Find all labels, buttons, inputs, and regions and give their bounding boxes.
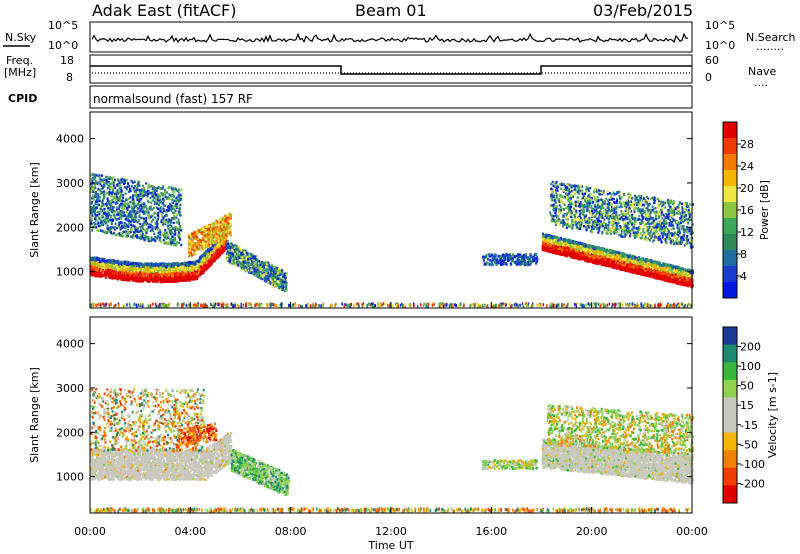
x-tick-label: 04:00 (174, 525, 206, 538)
cpid-panel-frame (89, 85, 693, 109)
colorbar-segment (723, 186, 737, 203)
freq-label-1: Freq. (6, 54, 33, 67)
nsearch-label: N.Search (746, 31, 796, 44)
colorbar-segment (723, 362, 737, 381)
y-tick-label: 2000 (56, 221, 84, 234)
colorbar-segment (723, 282, 737, 299)
colorbar-tick-label: 24 (740, 160, 754, 173)
colorbar-segment (723, 485, 737, 504)
x-tick-label: 00:00 (74, 525, 106, 538)
nsky-tick-top: 10^5 (48, 19, 78, 32)
y-tick-label: 1000 (56, 266, 84, 279)
power-ylabel: Slant Range [km] (28, 162, 41, 258)
colorbar-segment (723, 327, 737, 346)
power-colorbar (723, 122, 737, 299)
velocity-colorbar (723, 327, 737, 504)
colorbar-tick-label: -50 (740, 438, 758, 451)
velocity-heatmap (90, 388, 694, 513)
colorbar-tick-label: 12 (740, 226, 754, 239)
freq-panel-frame (89, 54, 693, 84)
nsky-tick-bottom: 10^0 (48, 39, 78, 52)
colorbar-tick-label: 16 (740, 204, 754, 217)
power-colorbar-label: Power [dB] (758, 180, 771, 240)
y-tick-label: 2000 (56, 426, 84, 439)
y-tick-label: 3000 (56, 382, 84, 395)
nsky-panel-frame (89, 21, 693, 53)
colorbar-segment (723, 344, 737, 363)
colorbar-tick-label: 8 (740, 248, 747, 261)
colorbar-tick-label: 50 (740, 380, 754, 393)
colorbar-tick-label: 100 (740, 360, 761, 373)
x-tick-label: 12:00 (375, 525, 407, 538)
velocity-ylabel: Slant Range [km] (28, 367, 41, 463)
velocity-colorbar-ticks: 200 100 50 15 -15 -50 -100 -200 (737, 341, 765, 490)
x-tick-label: 16:00 (475, 525, 507, 538)
y-tick-label: 3000 (56, 177, 84, 190)
colorbar-segment (723, 170, 737, 187)
colorbar-segment (723, 432, 737, 451)
power-heatmap (90, 173, 694, 308)
nsearch-legend-dots: ........ (756, 40, 784, 53)
colorbar-tick-label: 15 (740, 399, 754, 412)
colorbar-segment (723, 218, 737, 235)
y-tick-label: 1000 (56, 471, 84, 484)
freq-trace (90, 65, 692, 75)
colorbar-tick-label: -200 (740, 477, 765, 490)
colorbar-segment (723, 202, 737, 219)
nave-tick-top: 60 (705, 54, 719, 67)
colorbar-segment (723, 415, 737, 434)
figure-title: Adak East (fitACF) (92, 1, 236, 20)
nave-legend-dots: .... (754, 76, 768, 89)
freq-tick-top: 18 (60, 54, 74, 67)
colorbar-tick-label: 28 (740, 138, 754, 151)
colorbar-segment (723, 397, 737, 416)
nave-tick-bottom: 0 (705, 71, 712, 84)
colorbar-tick-label: 4 (740, 270, 747, 283)
colorbar-segment (723, 250, 737, 267)
time-xlabel: Time UT (367, 539, 413, 552)
colorbar-segment (723, 138, 737, 155)
y-tick-label: 4000 (56, 133, 84, 146)
velocity-colorbar-label: Velocity [m s-1] (766, 372, 779, 458)
velocity-y-axis: 1000 2000 3000 4000 (56, 338, 692, 484)
colorbar-tick-label: 200 (740, 341, 761, 354)
x-tick-label: 00:00 (676, 525, 708, 538)
beam-label: Beam 01 (355, 1, 427, 20)
nsearch-tick-bottom: 10^0 (705, 39, 735, 52)
colorbar-segment (723, 122, 737, 139)
colorbar-segment (723, 467, 737, 486)
x-tick-label: 20:00 (576, 525, 608, 538)
colorbar-tick-label: 20 (740, 182, 754, 195)
nsky-label: N.Sky (5, 31, 37, 44)
nsearch-tick-top: 10^5 (705, 19, 735, 32)
cpid-label: CPID (8, 92, 37, 105)
colorbar-tick-label: -100 (740, 458, 765, 471)
x-tick-label: 08:00 (275, 525, 307, 538)
nave-label: Nave (748, 65, 776, 78)
nsky-line (91, 32, 689, 44)
colorbar-segment (723, 266, 737, 283)
date-label: 03/Feb/2015 (593, 1, 693, 20)
y-tick-label: 4000 (56, 338, 84, 351)
colorbar-segment (723, 379, 737, 398)
colorbar-segment (723, 450, 737, 469)
power-colorbar-ticks: 28 24 20 16 12 8 4 (737, 138, 754, 283)
colorbar-segment (723, 154, 737, 171)
freq-tick-bottom: 8 (66, 71, 73, 84)
freq-label-2: [MHz] (4, 66, 36, 79)
colorbar-segment (723, 234, 737, 251)
power-y-axis: 1000 2000 3000 4000 (56, 133, 692, 279)
colorbar-tick-label: -15 (740, 419, 758, 432)
cpid-text: normalsound (fast) 157 RF (93, 92, 253, 106)
time-x-axis: 00:00 04:00 08:00 12:00 16:00 20:00 00:00 (74, 302, 708, 538)
velocity-colorbar-frame (722, 326, 738, 504)
nsky-trace (91, 32, 689, 44)
